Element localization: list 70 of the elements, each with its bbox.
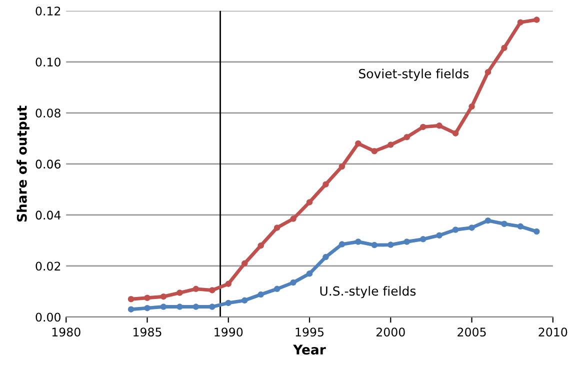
series-label: U.S.-style fields [320, 286, 416, 298]
point [436, 122, 442, 129]
point [420, 124, 426, 130]
point [192, 286, 200, 292]
point [225, 280, 232, 287]
point [452, 226, 459, 233]
point [322, 254, 329, 260]
point [241, 297, 248, 304]
y-axis-title: Share of output [16, 106, 30, 222]
point [322, 181, 329, 188]
point [468, 103, 475, 110]
point [128, 306, 134, 312]
point [404, 238, 410, 245]
point [420, 236, 426, 242]
point [501, 220, 508, 228]
point [484, 217, 492, 224]
point [517, 223, 524, 230]
x-axis-title: Year [293, 344, 326, 355]
point [371, 242, 378, 248]
point [176, 290, 183, 296]
point [404, 134, 410, 140]
point [192, 304, 200, 310]
point [144, 304, 150, 312]
point [290, 216, 296, 222]
point [484, 68, 492, 76]
point [209, 287, 216, 294]
point [290, 279, 296, 286]
x-tick-label: 1980 [52, 328, 80, 337]
y-tick-label: 0.00 [36, 312, 60, 322]
point [355, 238, 362, 245]
point [534, 16, 540, 23]
point [274, 224, 280, 231]
point [160, 293, 167, 300]
x-tick-label: 2000 [376, 328, 405, 337]
point [258, 291, 264, 298]
x-tick-label: 2010 [538, 328, 568, 337]
point [306, 199, 313, 206]
x-tick-label: 2005 [458, 328, 486, 337]
y-tick-label: 0.04 [36, 210, 61, 220]
y-tick-label: 0.02 [36, 262, 60, 271]
point [209, 304, 216, 310]
point [534, 228, 540, 235]
x-tick-label: 1995 [296, 328, 324, 337]
point [241, 260, 248, 267]
x-tick-label: 1990 [214, 328, 243, 337]
y-tick-label: 0.12 [36, 6, 60, 16]
point [160, 304, 167, 310]
point [501, 44, 508, 51]
y-tick-label: 0.06 [36, 160, 61, 169]
point [388, 242, 394, 248]
point [468, 224, 475, 231]
point [306, 270, 313, 277]
point [144, 294, 150, 301]
point [176, 304, 183, 310]
point [274, 286, 280, 292]
point [517, 19, 524, 26]
series-label: Soviet-style fields [359, 68, 469, 81]
point [338, 163, 346, 170]
y-tick-label: 0.08 [36, 108, 60, 118]
y-tick-label: 0.10 [36, 58, 60, 67]
point [388, 142, 394, 148]
point [355, 140, 362, 147]
point [371, 148, 378, 154]
point [338, 241, 346, 248]
point [258, 242, 264, 249]
point [452, 130, 459, 136]
point [225, 300, 232, 306]
x-tick-label: 1985 [134, 328, 162, 337]
point [436, 232, 442, 238]
point [128, 296, 134, 302]
